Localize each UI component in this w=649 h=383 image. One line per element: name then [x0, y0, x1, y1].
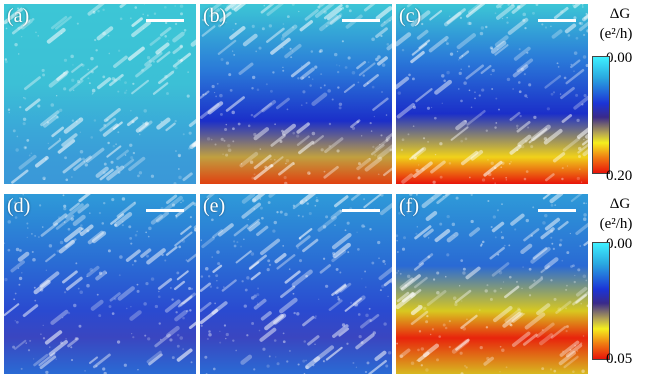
panel-e-label: (e) [203, 195, 226, 217]
panel-e-background [200, 194, 392, 374]
panel-b-label: (b) [203, 5, 227, 27]
panel-d-scale-bar [146, 209, 184, 212]
panel-f-label: (f) [399, 195, 419, 217]
colorbar-bottom-title: ΔG [609, 196, 631, 212]
panel-e-image [200, 194, 392, 374]
colorbar-bottom [592, 242, 610, 360]
panel-d-image [4, 194, 196, 374]
panel-a-scale-bar [146, 19, 184, 22]
panel-f-image [396, 194, 588, 374]
panel-c-texture [396, 4, 588, 184]
panel-c-image [396, 4, 588, 184]
panel-b-image [200, 4, 392, 184]
panel-d-label: (d) [7, 195, 31, 217]
panel-a-label: (a) [7, 5, 30, 27]
colorbar-top-max-label: 0.00 [606, 50, 633, 66]
panel-f-background [396, 194, 588, 374]
panel-c-label: (c) [399, 5, 422, 27]
panel-d: (d) [4, 194, 196, 374]
panel-d-texture [4, 194, 196, 374]
panel-c-background [396, 4, 588, 184]
colorbar-bottom-min-label: 0.05 [606, 351, 633, 367]
panel-c-scale-bar [538, 19, 576, 22]
colorbar-top-title: ΔG [609, 6, 631, 22]
panel-b-scale-bar [342, 19, 380, 22]
panel-e-scale-bar [342, 209, 380, 212]
panel-a-image [4, 4, 196, 184]
panel-b: (b) [200, 4, 392, 184]
panel-a: (a) [4, 4, 196, 184]
colorbar-top-min-label: 0.20 [606, 168, 633, 184]
panel-f-texture [396, 194, 588, 374]
colorbar-bottom-max-label: 0.00 [606, 236, 633, 252]
colorbar-bottom-unit: (e²/h) [599, 216, 633, 232]
colorbar-top [592, 56, 610, 174]
panel-e-texture [200, 194, 392, 374]
panel-f: (f) [396, 194, 588, 374]
panel-f-scale-bar [538, 209, 576, 212]
panel-a-texture [4, 4, 196, 184]
colorbar-top-unit: (e²/h) [599, 26, 633, 42]
panel-b-texture [200, 4, 392, 184]
panel-b-background [200, 4, 392, 184]
panel-e: (e) [200, 194, 392, 374]
panel-a-background [4, 4, 196, 184]
panel-c: (c) [396, 4, 588, 184]
